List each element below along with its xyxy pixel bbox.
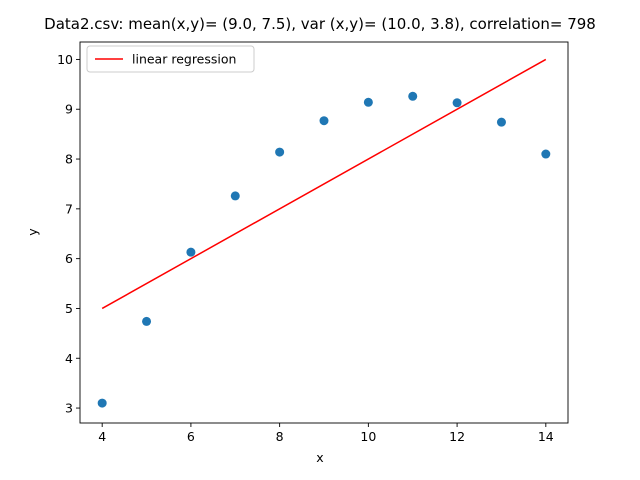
- data-point: [142, 316, 152, 326]
- y-tick-label: 10: [57, 52, 73, 67]
- axes-frame: [79, 41, 569, 424]
- y-tick-label: 4: [65, 351, 73, 366]
- x-axis-label: x: [316, 450, 323, 465]
- y-axis-label: y: [25, 228, 40, 236]
- data-point: [230, 191, 240, 201]
- data-point: [97, 398, 107, 408]
- y-tick-label: 7: [65, 201, 73, 216]
- data-point: [408, 91, 418, 101]
- legend-label: linear regression: [132, 52, 236, 67]
- y-tick-label: 9: [65, 102, 73, 117]
- data-point: [275, 147, 285, 157]
- data-point: [452, 98, 462, 108]
- data-point: [319, 116, 329, 126]
- plot-area: 4 6 8 10 12 14 3 4 5 6 7 8 9 10: [57, 41, 569, 444]
- x-tick-label: 10: [360, 429, 376, 444]
- chart-title: Data2.csv: mean(x,y)= (9.0, 7.5), var (x…: [44, 15, 596, 33]
- x-tick-label: 12: [449, 429, 465, 444]
- legend: linear regression: [86, 45, 255, 73]
- data-point: [541, 149, 551, 159]
- y-tick-label: 3: [65, 401, 73, 416]
- x-tick-label: 6: [187, 429, 195, 444]
- data-point: [186, 247, 196, 257]
- x-tick-label: 8: [276, 429, 284, 444]
- data-point: [496, 117, 506, 127]
- x-tick-label: 4: [98, 429, 106, 444]
- x-tick-label: 14: [538, 429, 554, 444]
- y-tick-label: 8: [65, 152, 73, 167]
- regression-line: [101, 58, 547, 310]
- legend-box: [86, 45, 255, 73]
- y-tick-label: 6: [65, 251, 73, 266]
- data-point: [363, 97, 373, 107]
- y-tick-label: 5: [65, 301, 73, 316]
